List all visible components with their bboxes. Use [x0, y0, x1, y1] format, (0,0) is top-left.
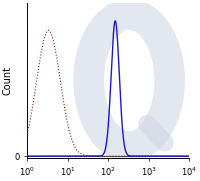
Y-axis label: Count: Count [3, 66, 13, 95]
